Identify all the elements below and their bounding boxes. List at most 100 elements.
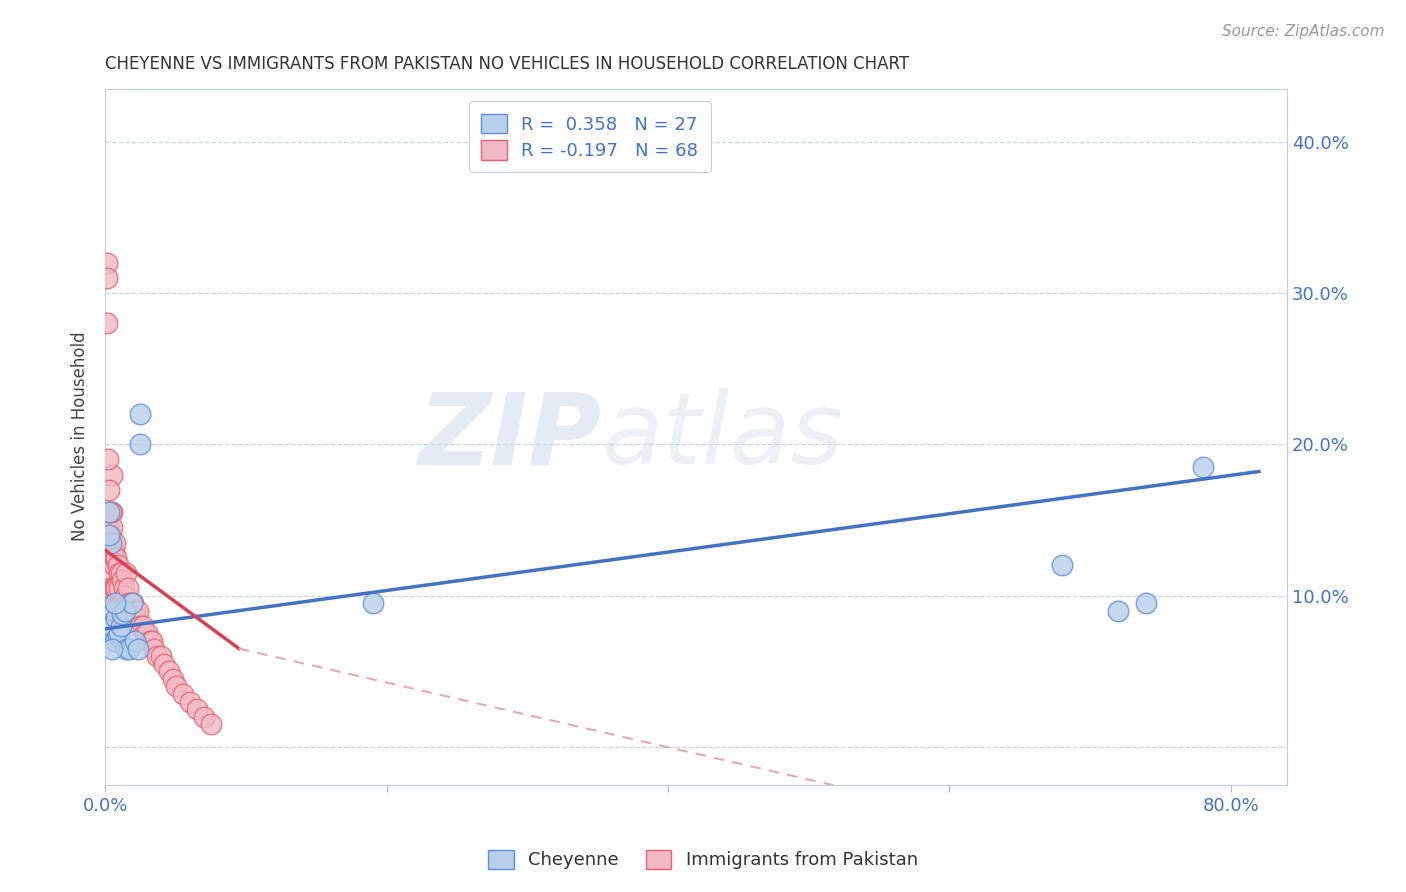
Point — [111, 596, 134, 610]
Legend: R =  0.358   N = 27, R = -0.197   N = 68: R = 0.358 N = 27, R = -0.197 N = 68 — [468, 101, 710, 172]
Point — [96, 255, 118, 269]
Point — [103, 634, 125, 648]
Point — [97, 535, 120, 549]
Point — [108, 596, 131, 610]
Point — [100, 535, 122, 549]
Point — [103, 543, 125, 558]
Point — [179, 694, 201, 708]
Point — [104, 596, 127, 610]
Point — [104, 535, 127, 549]
Point — [124, 634, 146, 648]
Text: ZIP: ZIP — [419, 388, 602, 485]
Point — [101, 641, 124, 656]
Point — [136, 626, 159, 640]
Point — [111, 574, 134, 588]
Point — [96, 270, 118, 285]
Point — [125, 611, 148, 625]
Point — [108, 566, 131, 580]
Point — [101, 619, 124, 633]
Point — [1191, 459, 1213, 474]
Point — [98, 543, 121, 558]
Point — [1050, 558, 1073, 573]
Point — [103, 581, 125, 595]
Point — [100, 581, 122, 595]
Point — [105, 611, 128, 625]
Point — [98, 505, 121, 519]
Point — [193, 709, 215, 723]
Point — [129, 619, 152, 633]
Point — [157, 665, 180, 679]
Point — [200, 717, 222, 731]
Point — [115, 566, 138, 580]
Text: atlas: atlas — [602, 388, 844, 485]
Point — [108, 581, 131, 595]
Point — [100, 535, 122, 549]
Point — [107, 596, 129, 610]
Point — [186, 702, 208, 716]
Point — [101, 505, 124, 519]
Point — [101, 467, 124, 482]
Point — [104, 581, 127, 595]
Point — [141, 634, 163, 648]
Point — [129, 437, 152, 451]
Point — [98, 505, 121, 519]
Point — [110, 619, 132, 633]
Point — [121, 596, 143, 610]
Point — [100, 528, 122, 542]
Point — [139, 634, 162, 648]
Point — [153, 657, 176, 671]
Point — [97, 550, 120, 565]
Point — [97, 520, 120, 534]
Point — [97, 452, 120, 467]
Point — [165, 679, 187, 693]
Text: Source: ZipAtlas.com: Source: ZipAtlas.com — [1222, 24, 1385, 39]
Point — [114, 589, 136, 603]
Point — [124, 604, 146, 618]
Point — [96, 316, 118, 330]
Point — [150, 649, 173, 664]
Point — [107, 558, 129, 573]
Point — [115, 596, 138, 610]
Point — [98, 528, 121, 542]
Point — [101, 550, 124, 565]
Point — [110, 596, 132, 610]
Point — [120, 596, 142, 610]
Point — [143, 641, 166, 656]
Point — [104, 634, 127, 648]
Point — [127, 604, 149, 618]
Point — [121, 604, 143, 618]
Point — [172, 687, 194, 701]
Point — [98, 483, 121, 497]
Point — [1135, 596, 1157, 610]
Point — [100, 505, 122, 519]
Point — [107, 629, 129, 643]
Point — [117, 581, 139, 595]
Point — [115, 641, 138, 656]
Text: CHEYENNE VS IMMIGRANTS FROM PAKISTAN NO VEHICLES IN HOUSEHOLD CORRELATION CHART: CHEYENNE VS IMMIGRANTS FROM PAKISTAN NO … — [105, 55, 910, 73]
Point — [108, 626, 131, 640]
Point — [101, 520, 124, 534]
Point — [103, 604, 125, 618]
Point — [122, 596, 145, 610]
Point — [103, 558, 125, 573]
Point — [132, 619, 155, 633]
Point — [134, 626, 156, 640]
Point — [1107, 604, 1129, 618]
Point — [104, 550, 127, 565]
Point — [361, 596, 384, 610]
Point — [111, 607, 134, 621]
Point — [146, 649, 169, 664]
Point — [118, 596, 141, 610]
Point — [97, 581, 120, 595]
Point — [162, 672, 184, 686]
Point — [98, 566, 121, 580]
Legend: Cheyenne, Immigrants from Pakistan: Cheyenne, Immigrants from Pakistan — [479, 841, 927, 879]
Point — [98, 528, 121, 542]
Point — [118, 641, 141, 656]
Point — [112, 581, 135, 595]
Point — [127, 641, 149, 656]
Point — [105, 581, 128, 595]
Point — [105, 550, 128, 565]
Point — [129, 407, 152, 421]
Point — [114, 604, 136, 618]
